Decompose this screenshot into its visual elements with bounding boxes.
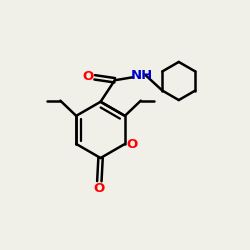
Text: O: O xyxy=(126,138,137,151)
Text: NH: NH xyxy=(130,69,153,82)
Text: O: O xyxy=(82,70,94,83)
Text: O: O xyxy=(94,182,105,194)
